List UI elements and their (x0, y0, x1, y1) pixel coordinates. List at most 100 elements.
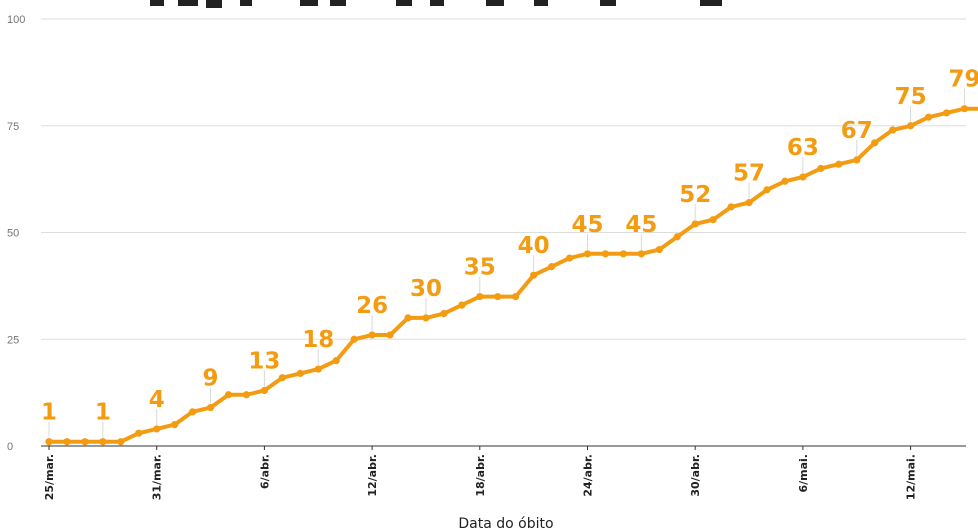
data-point (727, 203, 735, 211)
data-point (386, 331, 394, 339)
data-point (153, 425, 161, 433)
label-leader-lines (48, 88, 965, 438)
data-point (619, 250, 628, 258)
y-axis-ticks: 0 25 50 75 100 (7, 14, 25, 453)
x-tick-label: 31/mar. (151, 454, 164, 500)
data-label: 30 (410, 276, 442, 302)
data-point (242, 391, 251, 399)
title-fragment (330, 0, 346, 6)
data-point (512, 292, 520, 301)
data-label: 45 (625, 212, 657, 238)
data-point (404, 314, 412, 322)
data-point (368, 331, 376, 339)
title-fragment (240, 0, 252, 6)
data-point (655, 245, 663, 254)
data-label: 26 (356, 293, 388, 319)
data-point (81, 438, 89, 446)
title-fragment (700, 0, 722, 6)
data-point (224, 391, 233, 399)
data-label: 9 (203, 366, 219, 392)
data-point (709, 216, 717, 224)
data-point (565, 254, 574, 262)
x-tick-label: 25/mar. (43, 454, 56, 500)
data-label: 52 (679, 182, 711, 208)
data-label: 63 (787, 135, 819, 161)
data-point (350, 335, 358, 343)
data-label: 35 (464, 255, 496, 281)
x-tick-label: 12/mai. (905, 454, 918, 500)
data-point (924, 113, 933, 121)
data-point (45, 438, 53, 446)
y-tick-label: 100 (7, 14, 25, 26)
data-point (171, 421, 179, 429)
x-tick-label: 6/abr. (258, 454, 271, 489)
x-axis-title: Data do óbito (458, 516, 553, 532)
y-tick-label: 25 (7, 334, 19, 346)
data-point (63, 438, 71, 446)
y-tick-label: 50 (7, 228, 19, 240)
y-tick-label: 75 (7, 121, 19, 133)
title-fragment (206, 0, 222, 8)
data-point (601, 250, 610, 258)
x-tick-label: 12/abr. (366, 454, 379, 497)
data-label: 75 (895, 84, 927, 110)
data-point (458, 301, 466, 309)
data-point (189, 408, 197, 416)
data-point (260, 386, 268, 395)
data-point (835, 160, 843, 168)
data-point (422, 314, 430, 322)
data-point (691, 220, 699, 228)
data-label: 40 (518, 233, 550, 259)
data-point (763, 186, 771, 194)
data-point (853, 156, 861, 164)
data-label: 67 (841, 118, 873, 144)
data-label: 1 (41, 400, 57, 426)
x-tick-label: 18/abr. (474, 454, 487, 497)
data-point (440, 310, 448, 318)
data-label: 79 (948, 67, 978, 93)
data-point (583, 250, 592, 258)
x-tick-label: 6/mai. (797, 454, 810, 493)
x-tick-label: 24/abr. (582, 454, 595, 497)
data-point (206, 403, 215, 412)
data-label: 4 (149, 387, 165, 413)
data-point (117, 438, 125, 446)
data-point (817, 164, 825, 173)
data-label: 18 (302, 327, 334, 353)
data-point (332, 357, 340, 365)
data-label: 1 (95, 400, 111, 426)
title-fragment (600, 0, 616, 6)
data-point (889, 126, 897, 134)
data-points (45, 105, 969, 446)
data-point (781, 177, 789, 185)
data-point (476, 292, 484, 301)
x-axis-ticks: 25/mar. 31/mar. 6/abr. 12/abr. 18/abr. 24/abr… (43, 446, 918, 500)
title-fragment (150, 0, 164, 6)
title-fragment (534, 0, 548, 6)
series-line (47, 106, 978, 444)
y-tick-label: 0 (7, 441, 13, 453)
data-point (530, 271, 538, 279)
data-point (637, 250, 645, 258)
title-fragment (430, 0, 444, 6)
x-tick-label: 30/abr. (689, 454, 702, 497)
title-fragment (396, 0, 412, 6)
data-label: 57 (733, 161, 765, 187)
gridlines (41, 18, 966, 340)
data-point (799, 173, 807, 181)
title-fragment (178, 0, 198, 6)
title-fragment (486, 0, 504, 6)
data-point (99, 438, 107, 446)
data-point (135, 429, 143, 437)
data-point (494, 292, 502, 301)
data-label: 45 (571, 212, 603, 238)
data-point (942, 109, 951, 117)
title-fragment (300, 0, 318, 6)
data-point (960, 105, 969, 113)
data-point (745, 199, 753, 207)
data-point (296, 369, 304, 378)
clipped-title (150, 0, 722, 8)
data-point (314, 365, 322, 373)
data-label: 13 (248, 348, 280, 374)
